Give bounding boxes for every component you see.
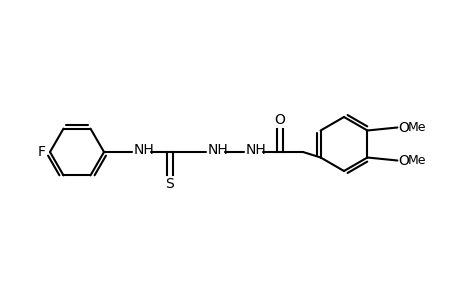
Text: Me: Me [407,121,425,134]
Text: O: O [397,154,409,167]
Text: NH: NH [134,143,154,157]
Text: NH: NH [246,143,266,157]
Text: O: O [274,113,285,127]
Text: O: O [397,121,409,134]
Text: S: S [165,177,174,191]
Text: NH: NH [207,143,228,157]
Text: F: F [38,145,46,159]
Text: Me: Me [407,154,425,167]
